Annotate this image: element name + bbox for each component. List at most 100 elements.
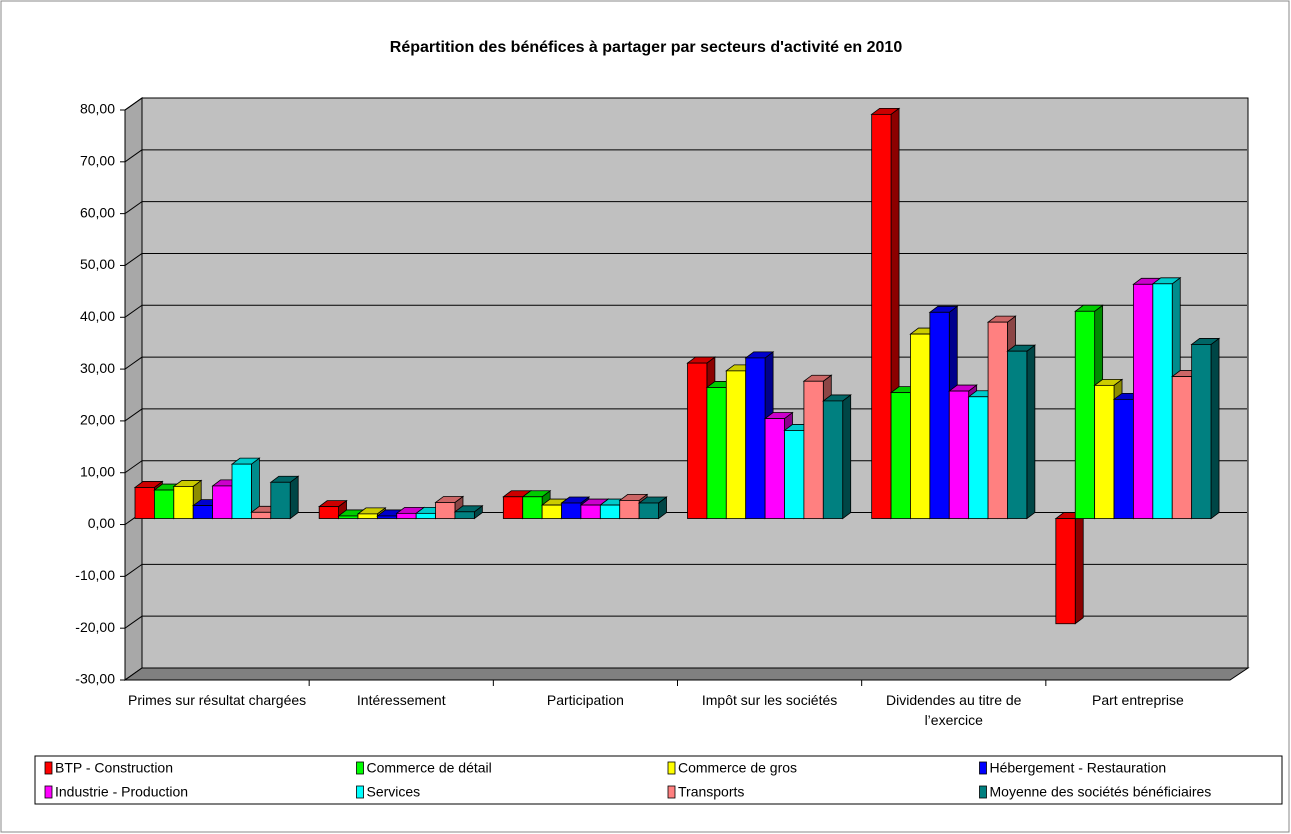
grid-line [124,201,1247,215]
bar-front [1094,384,1115,519]
y-tick-label: 0,00 [88,515,115,531]
bar-front [192,505,213,519]
bar-side [842,394,852,520]
bar-front [948,390,970,519]
grid-line-side [124,304,143,318]
bar-front [822,400,844,519]
chart-title: Répartition des bénéfices à partager par… [390,39,903,56]
bar-front [871,113,892,519]
bar-front [134,487,155,519]
bar-side [1210,337,1220,520]
legend-label: Commerce de détail [367,760,492,776]
grid-line-side [124,563,143,577]
bar [230,457,261,520]
y-tick-label: -20,00 [75,619,115,635]
bar-front [910,333,931,519]
bar-front [890,392,911,519]
grid-line-side [124,408,143,422]
bar-front [687,362,708,519]
legend-swatch [667,761,676,775]
x-tick-label: Primes sur résultat chargées [127,692,307,708]
y-tick-label: 40,00 [80,308,115,324]
grid-line [124,252,1247,266]
x-tick-label: Impôt sur les sociétés [701,692,838,708]
grid-line [124,356,1247,370]
bar-front [357,513,378,519]
grid-line-side [124,356,143,370]
bar [1054,511,1085,625]
bar-front [454,511,475,519]
bar-front [561,502,582,519]
bar-front [706,387,727,519]
bar-front [376,515,398,519]
legend-label: Industrie - Production [55,784,188,800]
y-tick-label: 30,00 [80,360,115,376]
x-tick-label: Intéressement [356,692,446,708]
legend-swatch [44,761,53,775]
y-tick-label: 80,00 [80,101,115,117]
bar-front [415,512,436,519]
bar-front [396,512,417,519]
legend-label: Hébergement - Restauration [990,760,1167,776]
grid-line [124,304,1247,318]
side-wall [124,97,143,681]
bar-front [803,380,824,519]
legend-swatch [44,785,53,799]
bar-front [968,396,989,519]
bar-front [231,463,252,519]
bar-front [270,481,291,519]
bar-front [1133,283,1154,519]
bar-front [764,418,785,519]
bar [269,475,300,520]
bar-front [929,311,950,519]
bar-front [745,357,766,519]
legend-swatch [979,785,987,799]
grid-line [124,149,1247,163]
bar-front [212,485,233,519]
bar-front [1113,398,1134,519]
bar-front [725,370,747,519]
bar-front [502,496,524,519]
grid-line-side [124,201,143,215]
legend-label: BTP - Construction [55,760,173,776]
bar-front [1007,350,1028,519]
bar-front [580,504,601,519]
x-tick-label: Part entreprise [1091,692,1184,708]
grid-line-side [124,97,143,111]
legend-swatch [356,785,364,799]
x-tick-label: Participation [546,692,624,708]
bar-front [1171,376,1193,519]
bar-front [541,504,562,519]
bar-front [153,489,175,519]
y-tick-label: -30,00 [75,671,115,687]
floor [123,667,1250,681]
bar [1006,344,1037,520]
bar-front [599,504,621,519]
y-tick-label: 60,00 [80,204,115,220]
x-tick-label: Dividendes au titre de l’exercice [886,692,1022,728]
y-tick-label: 20,00 [80,412,115,428]
bar [453,505,484,520]
bar-side [1026,344,1036,520]
bar-front [435,502,456,519]
bar-front [1191,344,1212,519]
bar-front [1055,518,1076,625]
bar [822,394,852,520]
grid-line-side [124,615,143,629]
grid-line-side [124,460,143,474]
legend-label: Transports [678,784,744,800]
legend-label: Commerce de gros [678,760,797,776]
bar-front [784,430,805,519]
bar-front [638,502,659,519]
bar-front [1074,310,1096,519]
y-tick-label: 70,00 [80,153,115,169]
legend-swatch [667,785,676,799]
bar-front [1152,283,1173,519]
legend-label: Moyenne des sociétés bénéficiaires [990,784,1212,800]
bar-front [250,511,272,519]
legend-box [34,755,1283,805]
bar-front [338,515,359,519]
grid-line [124,97,1247,111]
